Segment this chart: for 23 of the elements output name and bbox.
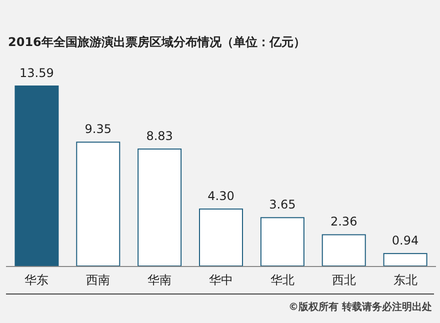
x-tick-label: 华北 [270,273,294,287]
chart-title: 2016年全国旅游演出票房区域分布情况（单位：亿元） [8,35,306,49]
bar [76,142,120,266]
data-label: 3.65 [269,198,296,212]
bar [14,86,59,266]
data-label: 2.36 [330,214,358,229]
x-tick-label: 东北 [393,273,418,287]
bar [199,208,243,266]
x-tick-label: 华东 [24,273,49,287]
data-label: 9.35 [84,122,112,136]
x-tick-label: 华南 [148,273,172,287]
data-label: 4.30 [208,189,234,204]
x-tick-label: 西北 [332,273,356,287]
data-label: 0.94 [392,234,419,248]
text: ©版权所有 转载请务必注明出处 [288,301,432,313]
x-tick-label: 西南 [86,273,110,287]
x-tick-label: 华中 [209,273,233,287]
bar [260,217,304,266]
bar [138,148,182,266]
data-label: 13.59 [20,66,54,80]
data-label: 8.83 [146,129,173,144]
bar [383,253,428,266]
bar [322,234,366,266]
